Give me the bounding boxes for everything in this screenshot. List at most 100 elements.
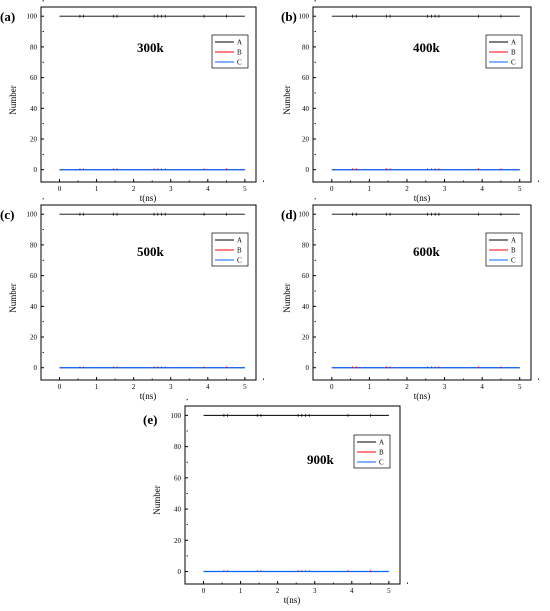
x-tick-label: 0: [202, 587, 206, 595]
x-tick-label: 1: [95, 383, 99, 391]
plot-frame: [312, 204, 532, 381]
y-axis-label: Number: [152, 485, 162, 515]
x-tick-label: 3: [169, 383, 173, 391]
y-tick-label: 40: [174, 506, 182, 514]
y-tick-label: 100: [27, 211, 38, 219]
y-tick-label: 80: [30, 241, 38, 249]
x-axis-label: t(ns): [414, 391, 431, 401]
y-tick-label: 100: [299, 13, 310, 21]
temperature-annotation: 900k: [307, 452, 335, 467]
legend-label-B: B: [237, 247, 242, 255]
y-axis-label: Number: [8, 85, 18, 115]
y-tick-label: 0: [178, 568, 182, 576]
panel-label: (d): [281, 207, 297, 222]
legend-label-C: C: [379, 459, 384, 467]
x-tick-label: 1: [95, 185, 99, 193]
temperature-annotation: 500k: [137, 244, 165, 259]
y-tick-label: 40: [302, 105, 310, 113]
legend-label-B: B: [511, 49, 516, 57]
x-tick-label: 5: [518, 383, 522, 391]
y-axis-label: Number: [282, 283, 292, 313]
plot-frame: [40, 6, 257, 183]
x-tick-label: 2: [405, 383, 409, 391]
y-tick-label: 20: [174, 537, 182, 545]
y-tick-label: 0: [306, 166, 310, 174]
chart-panel-c: 0 20 40 60 80 100 0 1 2 3 4 5 t(ns) Number (c) 500k ABC: [0, 198, 264, 401]
y-tick-label: 80: [302, 43, 310, 51]
x-tick-label: 0: [330, 185, 334, 193]
legend: ABC: [211, 34, 249, 69]
x-axis-label: t(ns): [140, 193, 157, 203]
y-tick-label: 20: [30, 334, 38, 342]
panel-label: (c): [0, 207, 14, 222]
y-tick-label: 40: [30, 303, 38, 311]
legend: ABC: [485, 34, 523, 69]
y-tick-label: 20: [30, 136, 38, 144]
temperature-annotation: 300k: [137, 40, 165, 55]
x-tick-label: 4: [480, 383, 484, 391]
panel-label: (e): [143, 412, 157, 427]
plot-frame: [40, 204, 257, 381]
legend-label-A: A: [379, 439, 384, 447]
y-tick-label: 0: [306, 364, 310, 372]
legend-label-C: C: [511, 257, 516, 265]
x-tick-label: 4: [350, 587, 354, 595]
y-tick-label: 40: [302, 303, 310, 311]
y-tick-label: 80: [30, 43, 38, 51]
legend-label-A: A: [237, 39, 242, 47]
x-tick-label: 2: [132, 185, 136, 193]
legend-label-A: A: [237, 237, 242, 245]
x-tick-label: 4: [206, 185, 210, 193]
y-tick-label: 80: [302, 241, 310, 249]
x-tick-label: 1: [239, 587, 243, 595]
y-axis-label: Number: [282, 85, 292, 115]
x-tick-label: 3: [443, 185, 447, 193]
legend: ABC: [211, 232, 249, 267]
y-tick-label: 100: [299, 211, 310, 219]
y-tick-label: 60: [302, 272, 310, 280]
panel-label: (b): [281, 9, 297, 24]
legend-label-C: C: [237, 59, 242, 67]
y-tick-label: 80: [174, 443, 182, 451]
x-axis-label: t(ns): [414, 193, 431, 203]
y-tick-label: 100: [27, 13, 38, 21]
x-tick-label: 0: [58, 383, 62, 391]
x-tick-label: 5: [387, 587, 391, 595]
legend-label-C: C: [237, 257, 242, 265]
y-tick-label: 60: [302, 74, 310, 82]
x-tick-label: 1: [368, 185, 372, 193]
y-tick-label: 20: [302, 136, 310, 144]
temperature-annotation: 600k: [413, 244, 441, 259]
x-tick-label: 4: [206, 383, 210, 391]
x-tick-label: 3: [313, 587, 317, 595]
x-tick-label: 3: [443, 383, 447, 391]
legend-label-B: B: [379, 449, 384, 457]
x-tick-label: 5: [243, 383, 247, 391]
chart-panel-e: 0 20 40 60 80 100 0 1 2 3 4 5 t(ns) Number (e) 900k ABC: [143, 399, 408, 605]
plot-frame: [312, 6, 532, 183]
y-tick-label: 60: [174, 474, 182, 482]
y-tick-label: 100: [171, 412, 182, 420]
x-tick-label: 3: [169, 185, 173, 193]
y-tick-label: 0: [34, 166, 38, 174]
legend: ABC: [353, 434, 391, 469]
x-tick-label: 2: [132, 383, 136, 391]
x-tick-label: 0: [330, 383, 334, 391]
chart-panel-d: 0 20 40 60 80 100 0 1 2 3 4 5 t(ns) Number (d) 600k ABC: [281, 198, 539, 401]
legend: ABC: [485, 232, 523, 267]
legend-label-C: C: [511, 59, 516, 67]
legend-label-B: B: [511, 247, 516, 255]
x-tick-label: 5: [518, 185, 522, 193]
legend-label-B: B: [237, 49, 242, 57]
y-tick-label: 40: [30, 105, 38, 113]
plot-frame: [184, 405, 401, 585]
chart-panel-a: 0 20 40 60 80 100 0 1 2 3 4 5 t(ns) Number (a) 300k ABC: [0, 0, 264, 203]
y-tick-label: 60: [30, 272, 38, 280]
x-tick-label: 2: [405, 185, 409, 193]
x-tick-label: 0: [58, 185, 62, 193]
x-tick-label: 2: [276, 587, 280, 595]
y-tick-label: 20: [302, 334, 310, 342]
y-axis-label: Number: [8, 283, 18, 313]
x-tick-label: 4: [480, 185, 484, 193]
